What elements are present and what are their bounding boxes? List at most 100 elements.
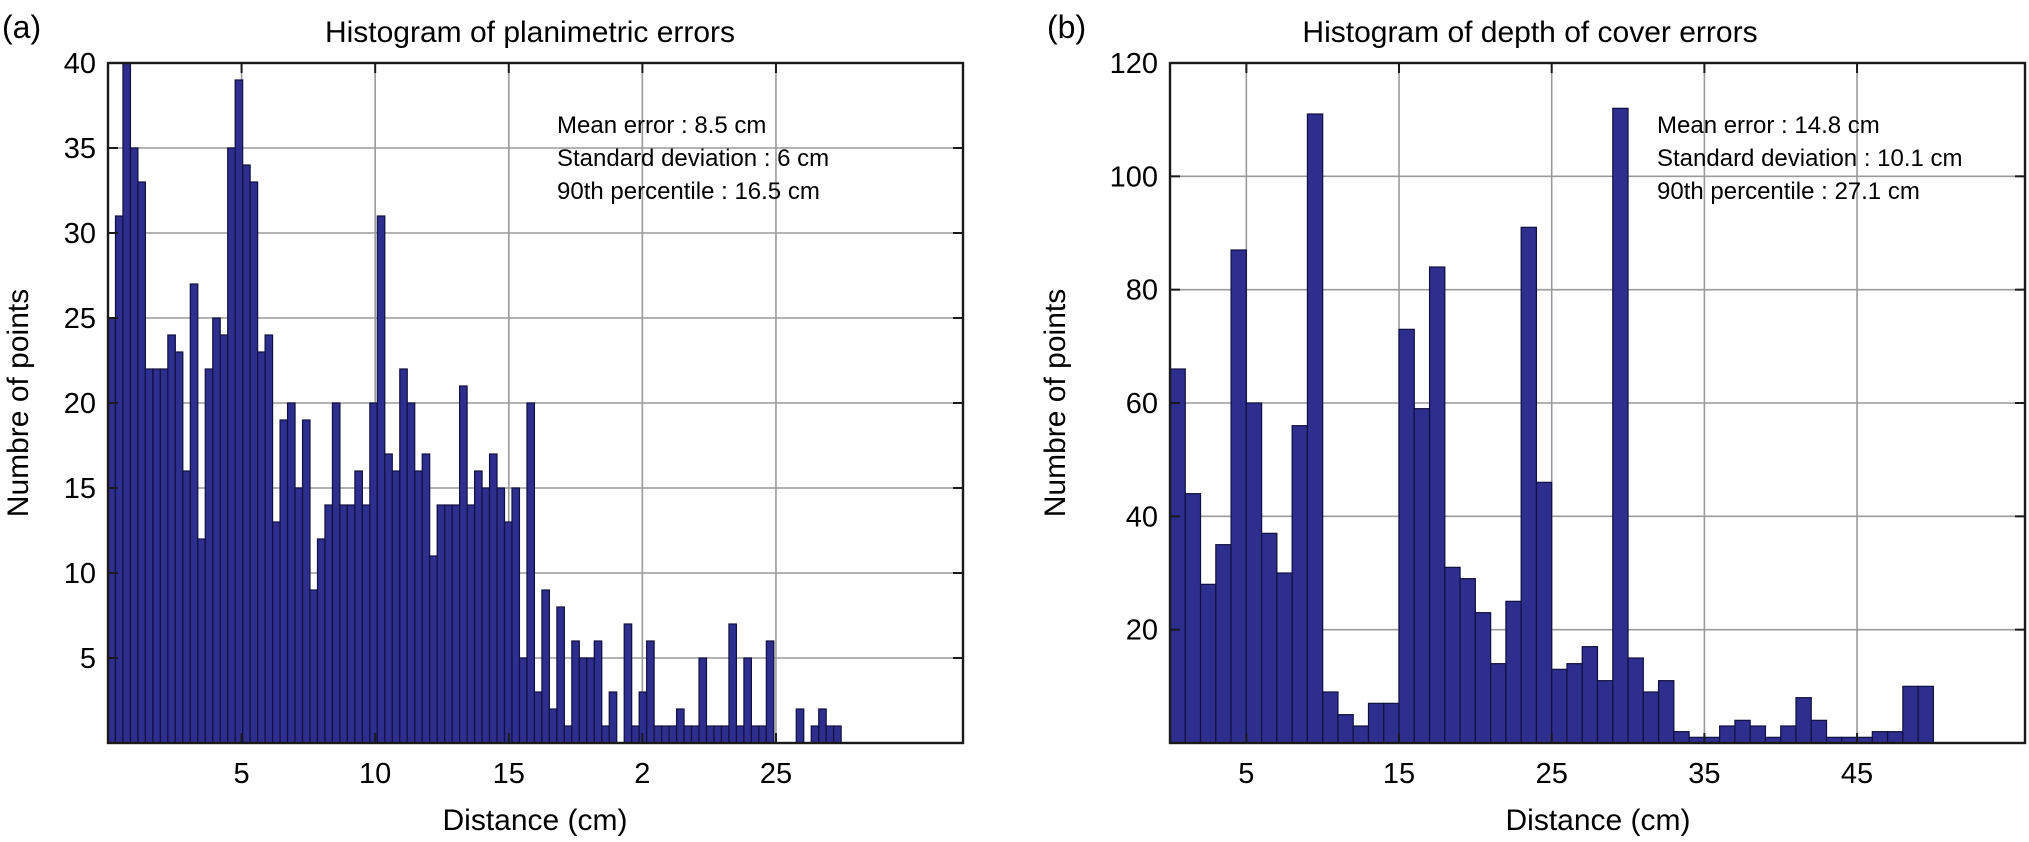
- histogram-bar-b: [1383, 702, 1400, 744]
- histogram-bar-b: [1627, 657, 1644, 744]
- histogram-bar-b: [1780, 725, 1797, 744]
- histogram-bar-a: [294, 487, 304, 744]
- histogram-bar-a: [481, 487, 491, 744]
- x-tick-label-a: 10: [359, 758, 391, 790]
- panel-label-b: (b): [1047, 9, 1086, 45]
- y-tick-label-b: 60: [1126, 388, 1158, 420]
- histogram-bar-b: [1871, 731, 1889, 744]
- histogram-bar-a: [668, 725, 678, 744]
- histogram-bar-a: [646, 640, 655, 744]
- histogram-bar-a: [399, 368, 408, 744]
- histogram-bar-b: [1169, 368, 1186, 744]
- x-tick-label-a: 5: [234, 758, 250, 790]
- histogram-bar-a: [488, 453, 498, 744]
- histogram-panel-depth-of-cover: (b) Histogram of depth of cover errors 5…: [1039, 9, 2027, 837]
- y-tick-labels-a: 5 10 15 20 25 30 35 40: [64, 48, 96, 675]
- histogram-bar-a: [249, 181, 259, 744]
- x-tick-label-b: 35: [1688, 758, 1720, 790]
- histogram-bar-a: [354, 470, 363, 744]
- histogram-bar-b: [1734, 719, 1751, 744]
- y-tick-label-a: 15: [64, 473, 96, 505]
- histogram-bar-a: [152, 368, 161, 744]
- x-tick-labels-a: 5 10 15 2 25: [234, 758, 793, 790]
- histogram-bar-a: [698, 657, 708, 744]
- histogram-bar-a: [369, 402, 378, 744]
- histogram-bar-b: [1474, 612, 1492, 744]
- histogram-bar-a: [436, 504, 446, 744]
- histogram-bar-b: [1719, 725, 1736, 744]
- histogram-bar-a: [361, 504, 371, 744]
- histogram-bar-a: [227, 147, 236, 744]
- histogram-bar-a: [242, 164, 251, 744]
- histogram-bar-a: [758, 725, 767, 744]
- x-tick-label-b: 5: [1238, 758, 1254, 790]
- histogram-bar-a: [189, 283, 199, 744]
- histogram-bar-a: [705, 725, 715, 744]
- histogram-bar-a: [608, 691, 618, 744]
- histogram-bar-a: [548, 708, 558, 744]
- histogram-bar-a: [114, 215, 124, 744]
- x-tick-labels-b: 5 15 25 35 45: [1238, 758, 1873, 790]
- histogram-bar-a: [346, 504, 356, 744]
- histogram-bar-a: [690, 725, 700, 744]
- histogram-bar-a: [421, 453, 431, 744]
- annotation-mean-a: Mean error : 8.5 cm: [557, 112, 766, 139]
- y-tick-label-b: 120: [1110, 48, 1158, 80]
- histogram-bar-a: [518, 657, 528, 744]
- histogram-bar-a: [197, 538, 206, 744]
- histogram-bar-a: [750, 725, 760, 744]
- chart-title-a: Histogram of planimetric errors: [325, 16, 735, 49]
- histogram-bar-b: [1245, 402, 1263, 744]
- histogram-panel-planimetric: (a) Histogram of planimetric errors 5 10 1…: [2, 9, 965, 837]
- histogram-bar-b: [1551, 668, 1568, 744]
- histogram-bar-a: [713, 725, 723, 744]
- histogram-bar-a: [728, 623, 738, 744]
- y-tick-label-b: 100: [1110, 161, 1158, 193]
- histogram-bar-a: [466, 504, 476, 744]
- y-axis-label-a: Numbre of points: [2, 289, 35, 517]
- histogram-bar-a: [204, 368, 214, 744]
- histogram-bar-a: [286, 402, 296, 744]
- histogram-bar-a: [451, 504, 461, 744]
- bars-b: [1169, 107, 1934, 744]
- histogram-bar-a: [743, 657, 752, 744]
- histogram-bar-a: [122, 62, 132, 744]
- histogram-bar-b: [1184, 493, 1202, 744]
- histogram-bar-a: [541, 589, 550, 744]
- annotation-std-a: Standard deviation : 6 cm: [557, 145, 829, 172]
- x-tick-label-a: 2: [634, 758, 650, 790]
- histogram-bar-a: [137, 181, 147, 744]
- histogram-bar-b: [1810, 719, 1828, 744]
- stats-annotation-b: Mean error : 14.8 cm Standard deviation …: [1657, 112, 1963, 205]
- y-tick-label-a: 40: [64, 48, 96, 80]
- histogram-bar-a: [279, 419, 289, 744]
- histogram-bar-b: [1612, 107, 1629, 744]
- histogram-bar-b: [1566, 663, 1583, 744]
- y-tick-labels-b: 20 40 60 80 100 120: [1110, 48, 1158, 647]
- histogram-bar-a: [735, 725, 745, 744]
- histogram-bar-b: [1490, 663, 1507, 744]
- histogram-bar-b: [1322, 691, 1339, 744]
- x-tick-label-a: 25: [760, 758, 792, 790]
- histogram-bar-b: [1337, 714, 1354, 744]
- histogram-bar-b: [1306, 113, 1324, 744]
- histogram-bar-a: [301, 419, 311, 744]
- tick-marks-a: [108, 62, 963, 743]
- histogram-bar-a: [653, 725, 663, 744]
- histogram-bar-b: [1230, 249, 1247, 744]
- histogram-bar-a: [309, 589, 319, 744]
- histogram-bar-b: [1291, 425, 1309, 744]
- y-tick-label-a: 35: [64, 133, 96, 165]
- histogram-bar-a: [533, 691, 543, 744]
- y-tick-label-a: 25: [64, 303, 96, 335]
- histogram-bar-a: [129, 147, 139, 744]
- histogram-bar-b: [1276, 572, 1293, 744]
- histogram-bar-a: [376, 215, 386, 744]
- stats-annotation-a: Mean error : 8.5 cm Standard deviation :…: [557, 112, 829, 205]
- chart-title-b: Histogram of depth of cover errors: [1302, 16, 1757, 49]
- histogram-bar-a: [593, 640, 603, 744]
- histogram-bar-b: [1902, 685, 1919, 744]
- histogram-bar-b: [1535, 481, 1553, 744]
- panel-label-a: (a): [2, 9, 41, 45]
